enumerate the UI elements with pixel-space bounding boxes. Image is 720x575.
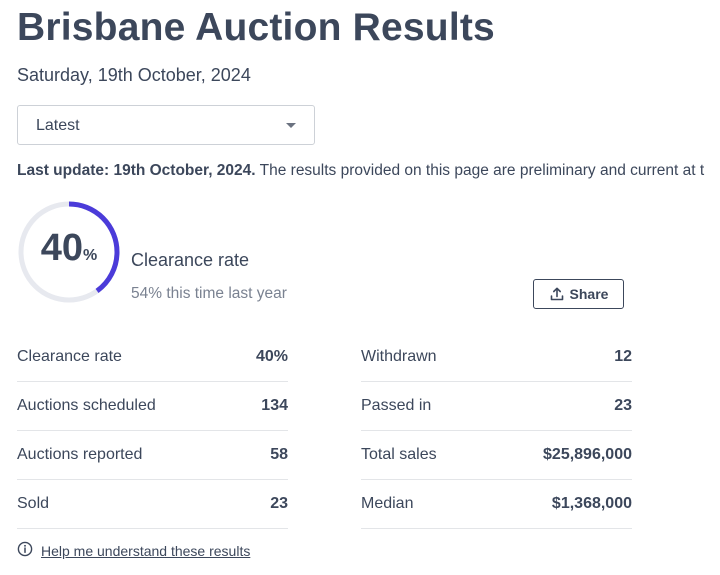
help-link-label: Help me understand these results <box>41 542 251 559</box>
stat-value: 58 <box>270 446 288 463</box>
clearance-rate-percent: 40% <box>17 227 121 270</box>
stat-row-total-sales: Total sales $25,896,000 <box>361 431 632 480</box>
stat-label: Total sales <box>361 446 437 463</box>
auction-date: Saturday, 19th October, 2024 <box>17 65 251 85</box>
stat-label: Passed in <box>361 397 432 414</box>
stat-row-passed-in: Passed in 23 <box>361 382 632 431</box>
stat-row-clearance-rate: Clearance rate 40% <box>17 333 288 382</box>
stat-label: Withdrawn <box>361 348 437 365</box>
help-link[interactable]: Help me understand these results <box>17 541 250 560</box>
stat-row-auctions-reported: Auctions reported 58 <box>17 431 288 480</box>
upload-icon <box>549 286 565 302</box>
stats-right-column: Withdrawn 12 Passed in 23 Total sales $2… <box>361 333 632 529</box>
stat-value: $25,896,000 <box>543 446 632 463</box>
share-button[interactable]: Share <box>533 279 624 309</box>
date-select-value: Latest <box>36 117 80 134</box>
stat-value: $1,368,000 <box>551 495 632 512</box>
stat-row-sold: Sold 23 <box>17 480 288 529</box>
stat-label: Clearance rate <box>17 348 122 365</box>
stat-label: Auctions reported <box>17 446 143 463</box>
date-select[interactable]: Latest <box>17 105 315 145</box>
stat-value: 134 <box>261 397 288 414</box>
clearance-rate-ring: 40% <box>17 200 121 304</box>
page-title: Brisbane Auction Results <box>17 6 495 49</box>
stat-label: Sold <box>17 495 50 512</box>
share-button-label: Share <box>569 286 609 302</box>
progress-ring-graphic <box>18 201 120 303</box>
update-notice: Last update: 19th October, 2024. The res… <box>17 162 720 180</box>
stat-row-median: Median $1,368,000 <box>361 480 632 529</box>
stat-value: 40% <box>255 348 288 365</box>
ring-fill <box>18 201 120 303</box>
update-notice-text: The results provided on this page are pr… <box>255 162 705 179</box>
info-icon <box>17 541 33 560</box>
stat-row-auctions-scheduled: Auctions scheduled 134 <box>17 382 288 431</box>
chevron-down-icon <box>286 123 296 128</box>
stat-value: 12 <box>614 348 632 365</box>
stat-label: Auctions scheduled <box>17 397 156 414</box>
stat-value: 23 <box>614 397 632 414</box>
stat-value: 23 <box>270 495 288 512</box>
stat-row-withdrawn: Withdrawn 12 <box>361 333 632 382</box>
clearance-rate-number: 40 <box>40 227 84 269</box>
stats-left-column: Clearance rate 40% Auctions scheduled 13… <box>17 333 288 529</box>
clearance-rate-label: Clearance rate <box>131 250 250 270</box>
clearance-rate-comparison: 54% this time last year <box>131 285 287 302</box>
update-notice-bold: Last update: 19th October, 2024. <box>17 162 256 179</box>
percent-symbol: % <box>83 247 98 264</box>
stat-label: Median <box>361 495 414 512</box>
